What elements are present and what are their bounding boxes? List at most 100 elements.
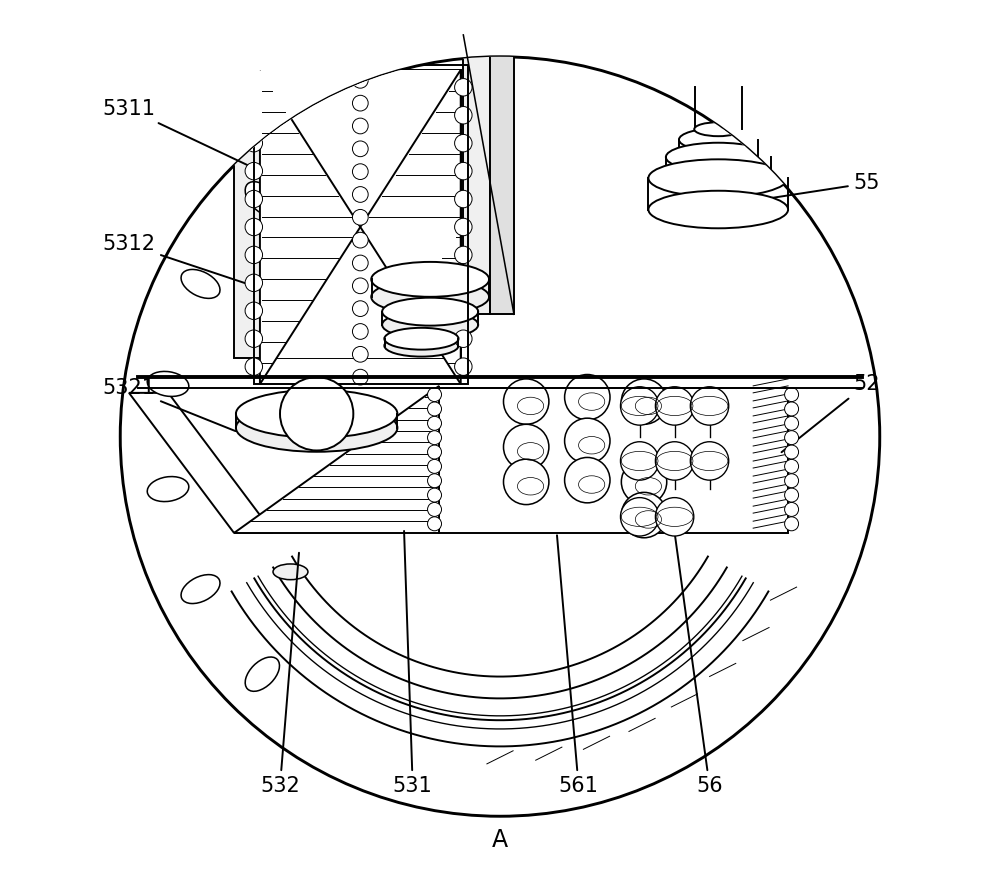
Ellipse shape xyxy=(181,270,220,299)
Circle shape xyxy=(352,301,368,317)
Text: 55: 55 xyxy=(756,174,880,201)
Ellipse shape xyxy=(382,311,478,339)
Ellipse shape xyxy=(648,159,788,196)
Circle shape xyxy=(455,134,472,152)
Circle shape xyxy=(785,416,799,430)
Circle shape xyxy=(655,442,694,480)
Circle shape xyxy=(690,442,729,480)
Text: 52: 52 xyxy=(782,375,880,452)
Circle shape xyxy=(428,416,442,430)
Circle shape xyxy=(245,134,263,152)
Ellipse shape xyxy=(147,371,189,396)
Circle shape xyxy=(455,218,472,236)
Circle shape xyxy=(785,459,799,473)
Circle shape xyxy=(428,503,442,517)
Circle shape xyxy=(245,302,263,320)
Ellipse shape xyxy=(382,298,478,326)
Circle shape xyxy=(120,57,880,816)
Circle shape xyxy=(785,445,799,459)
Circle shape xyxy=(785,517,799,531)
Circle shape xyxy=(785,488,799,502)
Circle shape xyxy=(455,358,472,375)
Ellipse shape xyxy=(384,327,459,350)
Circle shape xyxy=(352,118,368,134)
Circle shape xyxy=(245,190,263,208)
Circle shape xyxy=(352,164,368,180)
Circle shape xyxy=(621,492,667,538)
Circle shape xyxy=(503,379,549,424)
Polygon shape xyxy=(234,70,461,358)
Polygon shape xyxy=(260,70,461,358)
Text: 531: 531 xyxy=(393,531,433,795)
Circle shape xyxy=(352,187,368,203)
Circle shape xyxy=(428,430,442,444)
Circle shape xyxy=(620,442,659,480)
Circle shape xyxy=(503,424,549,470)
Circle shape xyxy=(620,498,659,536)
Bar xyxy=(439,388,788,533)
Circle shape xyxy=(565,375,610,420)
Circle shape xyxy=(503,459,549,505)
Ellipse shape xyxy=(236,389,397,437)
Circle shape xyxy=(352,210,368,225)
Circle shape xyxy=(620,387,659,425)
Circle shape xyxy=(621,459,667,505)
Circle shape xyxy=(455,330,472,347)
Text: A: A xyxy=(492,828,508,852)
Circle shape xyxy=(245,107,263,124)
Bar xyxy=(463,35,490,314)
Circle shape xyxy=(428,459,442,473)
Ellipse shape xyxy=(371,279,489,314)
Ellipse shape xyxy=(236,403,397,452)
Circle shape xyxy=(245,358,263,375)
Circle shape xyxy=(428,445,442,459)
Polygon shape xyxy=(260,70,360,384)
Circle shape xyxy=(655,498,694,536)
Circle shape xyxy=(785,503,799,517)
Circle shape xyxy=(352,324,368,340)
Circle shape xyxy=(455,274,472,292)
Text: 56: 56 xyxy=(675,535,723,795)
Circle shape xyxy=(785,430,799,444)
Circle shape xyxy=(428,488,442,502)
Ellipse shape xyxy=(648,190,788,228)
Circle shape xyxy=(245,246,263,264)
Circle shape xyxy=(352,347,368,362)
Text: 5321: 5321 xyxy=(102,379,236,431)
Circle shape xyxy=(565,418,610,464)
Bar xyxy=(254,65,468,384)
Circle shape xyxy=(455,190,472,208)
Circle shape xyxy=(785,388,799,402)
Circle shape xyxy=(455,162,472,180)
Circle shape xyxy=(352,369,368,385)
Circle shape xyxy=(352,232,368,248)
Polygon shape xyxy=(234,386,439,533)
Circle shape xyxy=(352,141,368,156)
Ellipse shape xyxy=(666,142,771,171)
Circle shape xyxy=(455,79,472,96)
Circle shape xyxy=(785,402,799,416)
Circle shape xyxy=(455,107,472,124)
Circle shape xyxy=(245,274,263,292)
Text: 532: 532 xyxy=(260,553,300,795)
Text: 561: 561 xyxy=(557,535,599,795)
Circle shape xyxy=(455,302,472,320)
Circle shape xyxy=(352,278,368,293)
Circle shape xyxy=(352,255,368,271)
Ellipse shape xyxy=(679,128,758,151)
Ellipse shape xyxy=(245,657,279,691)
Ellipse shape xyxy=(147,477,189,502)
Ellipse shape xyxy=(181,574,220,603)
Circle shape xyxy=(690,387,729,425)
Circle shape xyxy=(785,474,799,488)
Circle shape xyxy=(245,218,263,236)
Ellipse shape xyxy=(694,122,742,136)
Circle shape xyxy=(428,388,442,402)
Polygon shape xyxy=(360,70,461,384)
Circle shape xyxy=(352,95,368,111)
Ellipse shape xyxy=(384,334,459,356)
Ellipse shape xyxy=(245,182,279,216)
Circle shape xyxy=(428,517,442,531)
Polygon shape xyxy=(129,393,273,533)
Circle shape xyxy=(245,162,263,180)
